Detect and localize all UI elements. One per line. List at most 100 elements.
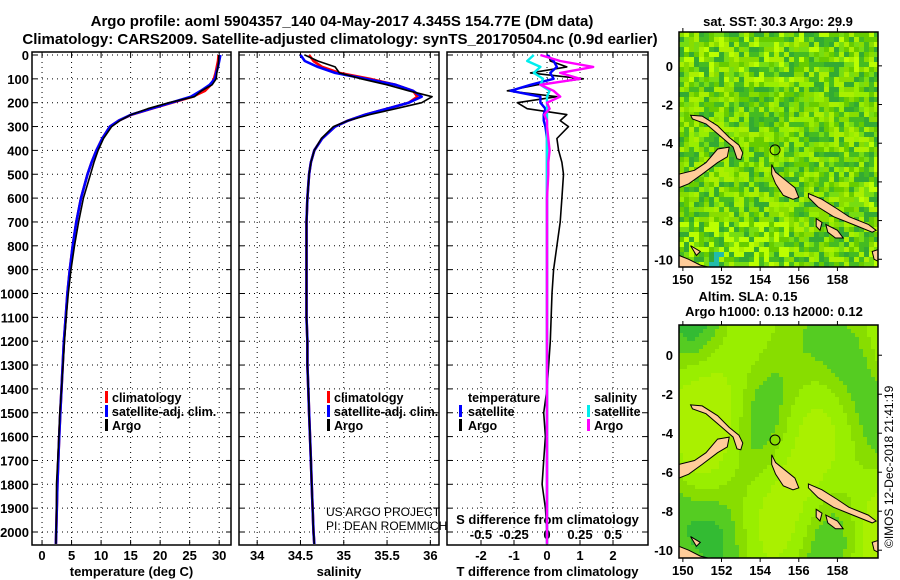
map-cell: [764, 102, 770, 108]
map-cell: [787, 509, 792, 514]
map-cell: [683, 501, 688, 506]
map-cell: [823, 373, 828, 378]
map-cell: [831, 337, 836, 342]
map-cell: [695, 505, 700, 510]
map-cell: [749, 197, 755, 203]
map-cell: [755, 437, 760, 442]
map-cell: [711, 389, 716, 394]
map-cell: [783, 365, 788, 370]
map-cell: [749, 137, 755, 143]
map-cell: [863, 405, 868, 410]
map-cell: [774, 227, 780, 233]
map-cell: [739, 72, 745, 78]
map-cell: [851, 349, 856, 354]
map-cell: [799, 227, 805, 233]
map-cell: [789, 197, 795, 203]
map-cell: [687, 401, 692, 406]
map-cell: [699, 57, 705, 63]
map-cell: [743, 393, 748, 398]
map-cell: [767, 529, 772, 534]
map-cell: [774, 202, 780, 208]
map-cell: [779, 541, 784, 546]
map-cell: [751, 505, 756, 510]
map-cell: [807, 353, 812, 358]
map-cell: [749, 102, 755, 108]
map-cell: [691, 349, 696, 354]
map-cell: [734, 242, 740, 248]
map-cell: [829, 107, 835, 113]
map-cell: [724, 127, 730, 133]
map-cell: [679, 505, 684, 510]
map-cell: [844, 72, 850, 78]
map-cell: [699, 147, 705, 153]
map-cell: [867, 373, 872, 378]
map-cell: [867, 465, 872, 470]
map-cell: [871, 501, 876, 506]
map-cell: [754, 42, 760, 48]
map-cell: [715, 481, 720, 486]
map-cell: [864, 67, 870, 73]
map-cell: [699, 449, 704, 454]
map-cell: [819, 349, 824, 354]
map-cell: [809, 77, 815, 83]
map-cell: [839, 521, 844, 526]
map-cell: [867, 453, 872, 458]
map-cell: [759, 329, 764, 334]
map-cell: [679, 481, 684, 486]
map-cell: [691, 341, 696, 346]
map-cell: [867, 541, 872, 546]
map-cell: [859, 52, 865, 58]
map-cell: [859, 469, 864, 474]
map-cell: [844, 147, 850, 153]
map-cell: [804, 197, 810, 203]
map-cell: [815, 349, 820, 354]
map-cell: [769, 207, 775, 213]
map-cell: [709, 37, 715, 43]
map-cell: [744, 257, 750, 263]
map-cell: [863, 449, 868, 454]
map-cell: [739, 489, 744, 494]
map-cell: [775, 421, 780, 426]
map-cell: [814, 142, 820, 148]
map-cell: [804, 77, 810, 83]
map-cell: [759, 397, 764, 402]
map-cell: [829, 177, 835, 183]
map-cell: [835, 381, 840, 386]
map-cell: [791, 505, 796, 510]
map-cell: [723, 513, 728, 518]
map-cell: [843, 517, 848, 522]
map-cell: [715, 473, 720, 478]
map-cell: [739, 349, 744, 354]
map-cell: [849, 82, 855, 88]
map-cell: [811, 389, 816, 394]
map-cell: [711, 393, 716, 398]
map-cell: [799, 465, 804, 470]
map-cell: [855, 445, 860, 450]
map-cell: [751, 397, 756, 402]
map-cell: [875, 357, 878, 362]
map-cell: [803, 501, 808, 506]
map-cell: [783, 501, 788, 506]
map-cell: [779, 341, 784, 346]
map-cell: [831, 433, 836, 438]
map-cell: [851, 501, 856, 506]
map-cell: [843, 461, 848, 466]
map-cell: [719, 521, 724, 526]
map-cell: [684, 62, 690, 68]
map-cell: [714, 137, 720, 143]
map-cell: [811, 457, 816, 462]
map-cell: [679, 82, 685, 88]
map-cell: [689, 52, 695, 58]
map-cell: [699, 541, 704, 546]
map-cell: [864, 77, 870, 83]
map-cell: [839, 52, 845, 58]
map-cell: [859, 252, 865, 258]
map-cell: [767, 525, 772, 530]
map-cell: [869, 47, 875, 53]
map-cell: [859, 485, 864, 490]
map-cell: [791, 449, 796, 454]
map-cell: [854, 192, 860, 198]
map-cell: [695, 417, 700, 422]
map-cell: [739, 87, 745, 93]
map-cell: [743, 485, 748, 490]
